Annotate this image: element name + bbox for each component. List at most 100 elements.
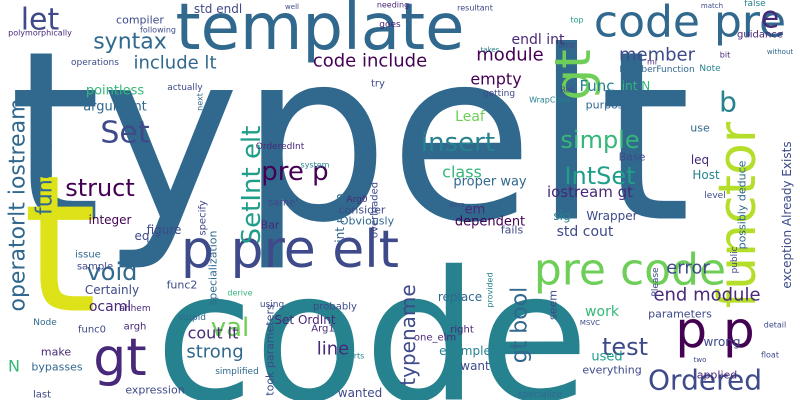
word: Base: [619, 151, 646, 164]
word: code include: [313, 51, 427, 72]
word: possibly deduce: [736, 160, 749, 249]
word: MSVC: [580, 319, 600, 327]
word: member: [619, 45, 696, 66]
word: reports: [336, 352, 365, 361]
word: takes: [481, 46, 500, 54]
word: pre p: [261, 157, 328, 187]
word: without: [767, 48, 794, 56]
word: exception Already Exists: [780, 141, 794, 288]
word: struct: [65, 174, 135, 202]
word: compiler: [116, 14, 164, 27]
word: MemberFunction: [619, 65, 694, 75]
word: system: [301, 161, 330, 170]
word: seem: [547, 290, 560, 320]
word: void: [87, 258, 138, 286]
word: make: [41, 346, 71, 359]
word: following: [140, 26, 176, 35]
word: goes: [379, 20, 401, 30]
word: gt bool: [508, 287, 533, 364]
word: used: [591, 350, 622, 365]
word: guidance: [737, 30, 783, 41]
word: fails: [501, 224, 524, 237]
word: code: [155, 234, 589, 401]
word: typename: [396, 284, 420, 385]
word: leq: [691, 153, 709, 167]
word: Obviously: [340, 215, 395, 228]
word: using: [260, 300, 284, 310]
word: Host: [692, 168, 720, 182]
word: cout lt: [188, 324, 239, 343]
word: code pre: [594, 0, 786, 48]
word: OrderedInt: [256, 142, 305, 152]
word: overloaded: [370, 182, 381, 238]
word: work: [585, 304, 620, 320]
word: end module: [653, 285, 760, 306]
word: ocaml: [89, 299, 131, 315]
word: float: [761, 351, 779, 360]
word: one_elm: [414, 333, 456, 344]
word: func2: [167, 279, 198, 292]
word: Set: [100, 116, 150, 151]
word: test: [602, 333, 648, 361]
word: Leaf: [455, 109, 486, 125]
word: took parameters: [264, 304, 277, 396]
word: actually: [167, 83, 203, 93]
word: argh: [124, 322, 147, 333]
word: next: [196, 93, 205, 111]
word: IntSet: [564, 162, 635, 190]
word: specialization: [207, 230, 220, 305]
word: Ordered: [648, 364, 762, 397]
word: include lt: [134, 53, 217, 74]
word: parameters: [648, 308, 712, 321]
word: figure: [147, 223, 182, 237]
word: ml: [647, 58, 657, 67]
word: match: [701, 2, 723, 10]
word: val: [211, 313, 250, 343]
word: expression: [125, 384, 184, 397]
word: public: [730, 246, 740, 273]
word: replace: [438, 290, 482, 304]
word: b: [719, 86, 737, 119]
word: insert: [421, 128, 495, 158]
word: error: [666, 258, 710, 279]
word: Please: [651, 267, 661, 297]
word: consider: [339, 204, 386, 217]
word: simple: [560, 126, 639, 154]
word: argument: [83, 100, 147, 115]
word: stupid: [178, 313, 206, 323]
word: pointless: [86, 84, 145, 99]
word: N: [8, 357, 20, 376]
word: proper way: [453, 175, 527, 190]
word: amp: [558, 41, 576, 50]
word: wanted: [338, 386, 382, 400]
word: simplified: [215, 367, 259, 377]
word: wrong: [703, 335, 740, 349]
word: use: [690, 122, 710, 135]
word: let: [21, 3, 60, 38]
word: p pre elt: [181, 220, 399, 280]
word: functor: [708, 121, 768, 308]
word: sample: [77, 262, 113, 273]
word: function: [33, 125, 58, 215]
word: strong: [186, 342, 243, 363]
word: well: [285, 3, 299, 11]
word: e: [761, 1, 779, 36]
word: last: [33, 390, 51, 401]
word: specialize: [518, 390, 563, 400]
word: class: [442, 163, 482, 182]
word: example: [439, 344, 491, 358]
word: template: [176, 0, 465, 65]
word: ahhem: [119, 304, 150, 314]
word: WrapClass: [529, 96, 571, 105]
word: bit: [720, 51, 730, 60]
word: syntax: [93, 30, 167, 55]
word: detail: [764, 321, 786, 330]
word: SetInt elt: [237, 126, 267, 245]
word: dependent: [455, 215, 525, 230]
word: iostream gt: [547, 183, 633, 201]
word: two: [694, 356, 707, 364]
word: right: [450, 325, 474, 336]
